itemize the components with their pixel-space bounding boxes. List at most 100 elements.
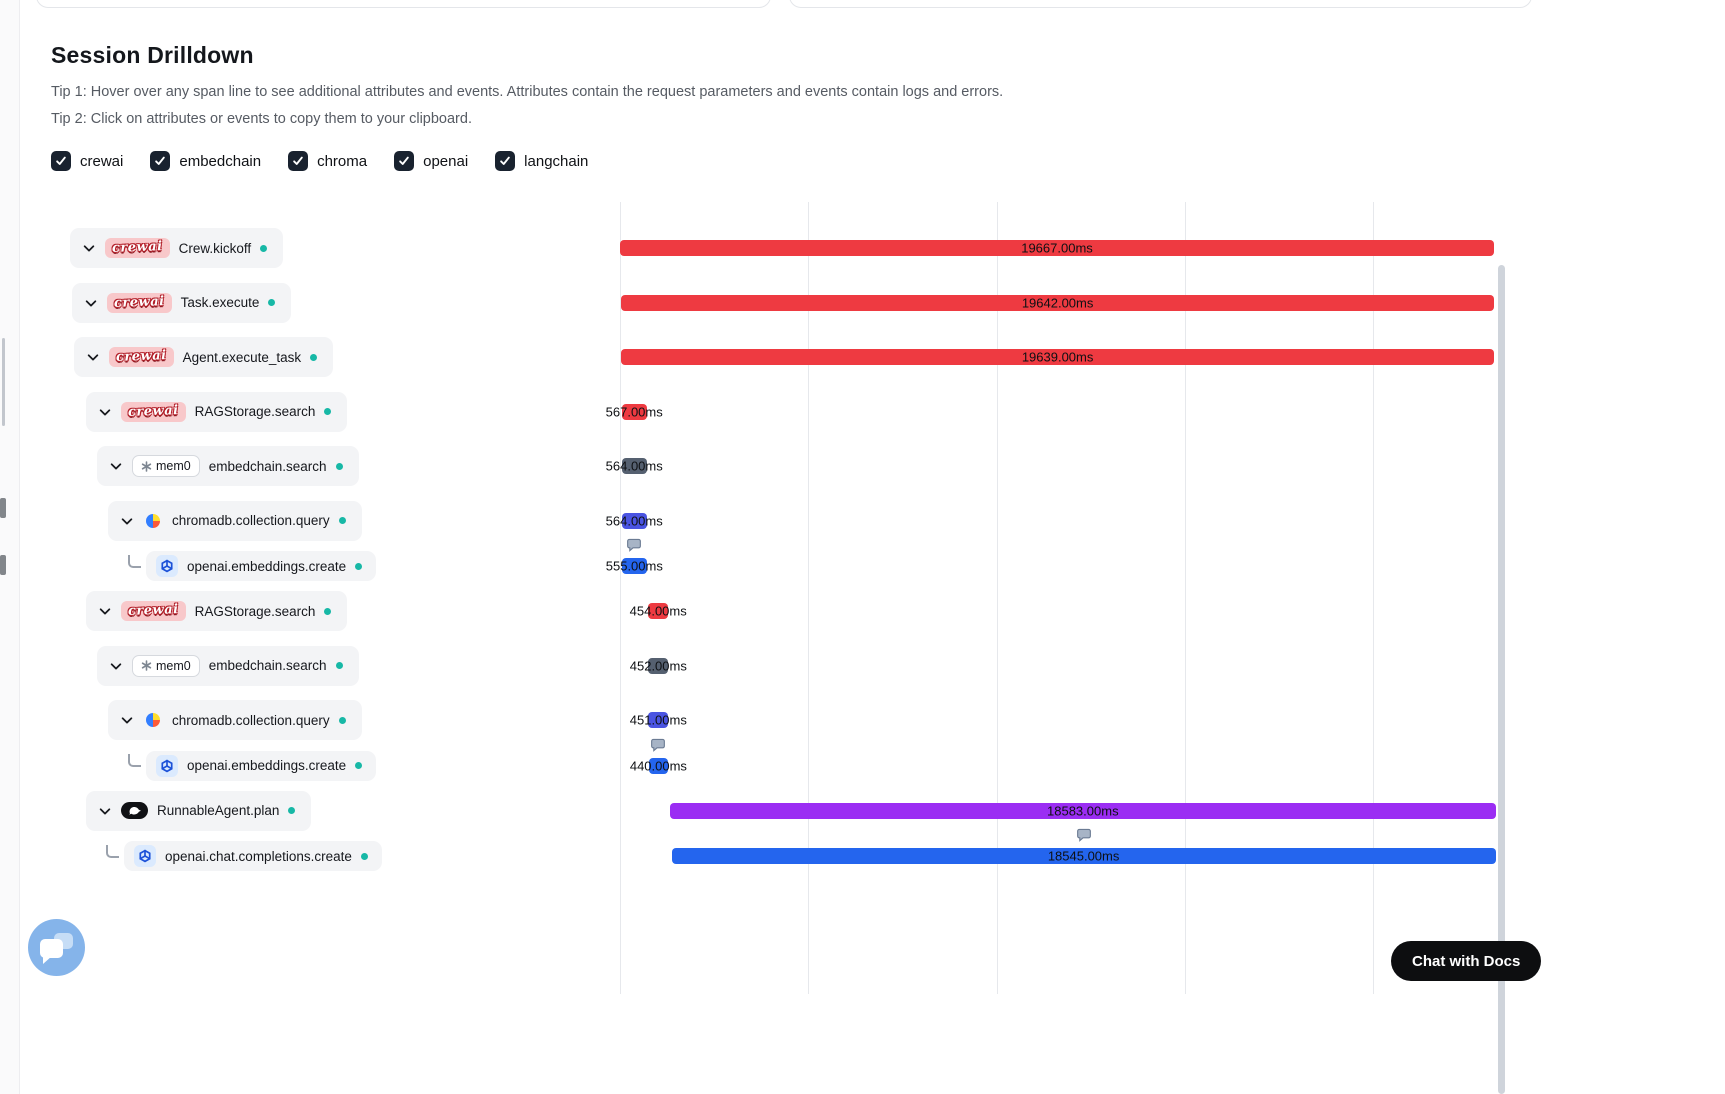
span-row: RunnableAgent.plan 18583.00ms xyxy=(0,784,1508,839)
span-duration-bar[interactable] xyxy=(648,603,669,620)
span-row: crewai Agent.execute_task 19639.00ms xyxy=(0,330,1508,385)
checkbox-icon[interactable] xyxy=(150,151,171,171)
duration-label: 564.00ms xyxy=(605,458,663,474)
duration-label: 18583.00ms xyxy=(1047,803,1119,819)
filter-openai[interactable]: openai xyxy=(394,151,468,171)
chevron-down-icon[interactable] xyxy=(109,459,123,473)
duration-label: 451.00ms xyxy=(629,712,687,728)
span-row: openai.embeddings.create 440.00ms xyxy=(0,738,1508,784)
status-dot xyxy=(355,562,363,570)
span-tree-item[interactable]: crewai Agent.execute_task xyxy=(74,337,334,378)
span-duration-bar[interactable] xyxy=(621,512,647,529)
span-name: embedchain.search xyxy=(208,458,327,474)
status-dot xyxy=(355,762,363,769)
chevron-down-icon[interactable] xyxy=(86,350,100,364)
span-duration-bar[interactable] xyxy=(621,294,1494,311)
duration-label: 440.00ms xyxy=(629,758,687,773)
span-tree-item[interactable]: mem0 embedchain.search xyxy=(97,645,359,686)
span-tree-item[interactable]: openai.chat.completions.create xyxy=(124,841,382,871)
span-duration-bar[interactable] xyxy=(669,802,1496,819)
timeline-lane: 19639.00ms xyxy=(620,330,1508,385)
span-row: crewai Task.execute 19642.00ms xyxy=(0,276,1508,331)
timeline-lane: 18545.00ms xyxy=(620,828,1508,874)
span-name: RAGStorage.search xyxy=(194,603,316,619)
span-tree-item[interactable]: mem0 embedchain.search xyxy=(97,446,359,487)
left-clipped-mark xyxy=(0,555,6,575)
span-name: RunnableAgent.plan xyxy=(157,803,280,819)
span-duration-bar[interactable] xyxy=(671,848,1496,864)
duration-label: 18545.00ms xyxy=(1047,848,1120,864)
span-tree-item[interactable]: RunnableAgent.plan xyxy=(86,790,312,831)
openai-logo-icon xyxy=(134,845,156,867)
chevron-down-icon[interactable] xyxy=(120,514,134,528)
span-tree-item[interactable]: chromadb.collection.query xyxy=(108,700,362,741)
span-tree-item[interactable]: chromadb.collection.query xyxy=(108,500,362,541)
span-duration-bar[interactable] xyxy=(621,349,1494,366)
filter-chroma[interactable]: chroma xyxy=(288,151,367,171)
checkbox-icon[interactable] xyxy=(394,151,415,171)
tree-branch-connector xyxy=(128,754,141,767)
span-tree-item[interactable]: crewai RAGStorage.search xyxy=(86,591,348,632)
timeline-lane: 555.00ms xyxy=(606,538,1508,584)
status-dot xyxy=(310,353,318,361)
checkbox-icon[interactable] xyxy=(495,151,516,171)
span-duration-bar[interactable] xyxy=(648,757,669,774)
langchain-logo-icon xyxy=(121,802,148,820)
span-tree-item[interactable]: crewai RAGStorage.search xyxy=(86,391,348,432)
event-bubble-icon[interactable] xyxy=(651,738,666,757)
event-bubble-icon[interactable] xyxy=(1076,828,1091,847)
span-tree-item[interactable]: openai.embeddings.create xyxy=(146,551,377,581)
duration-label: 452.00ms xyxy=(629,658,687,674)
chroma-logo-icon xyxy=(143,710,163,730)
checkbox-icon[interactable] xyxy=(288,151,309,171)
span-tree-item[interactable]: openai.embeddings.create xyxy=(146,750,377,781)
chevron-down-icon[interactable] xyxy=(98,405,112,419)
filter-embedchain[interactable]: embedchain xyxy=(150,151,261,171)
span-duration-bar[interactable] xyxy=(648,657,669,674)
tip-2-text: Tip 2: Click on attributes or events to … xyxy=(51,111,472,127)
crewai-logo-badge: crewai xyxy=(107,292,172,313)
chevron-down-icon[interactable] xyxy=(109,659,123,673)
span-duration-bar[interactable] xyxy=(622,558,647,574)
chevron-down-icon[interactable] xyxy=(82,241,96,255)
status-dot xyxy=(360,852,368,860)
page-title: Session Drilldown xyxy=(51,42,254,68)
span-duration-bar[interactable] xyxy=(620,240,1494,257)
gridline xyxy=(808,202,810,994)
span-name: Task.execute xyxy=(180,295,260,311)
timeline-lane: 452.00ms xyxy=(620,639,1508,694)
chevron-down-icon[interactable] xyxy=(98,604,112,618)
chat-with-docs-button[interactable]: Chat with Docs xyxy=(1391,941,1542,981)
chevron-down-icon[interactable] xyxy=(84,296,98,310)
duration-label: 19667.00ms xyxy=(1021,240,1093,256)
filter-label: openai xyxy=(423,152,469,170)
left-scrollbar-thumb[interactable] xyxy=(2,338,5,426)
span-duration-bar[interactable] xyxy=(621,458,647,475)
span-tree-item[interactable]: crewai Task.execute xyxy=(72,282,292,323)
span-duration-bar[interactable] xyxy=(648,712,669,729)
span-duration-bar[interactable] xyxy=(621,403,647,420)
chat-launcher-icon[interactable] xyxy=(28,919,85,976)
span-row: mem0 embedchain.search 564.00ms xyxy=(0,439,1508,494)
span-tree-item[interactable]: crewai Crew.kickoff xyxy=(70,228,284,269)
gridline xyxy=(1373,202,1374,994)
timeline-lane: 451.00ms xyxy=(620,693,1508,748)
status-dot xyxy=(260,244,268,252)
mem0-asterisk-icon xyxy=(141,460,152,472)
tree-branch-connector xyxy=(128,554,141,568)
top-partial-card-left xyxy=(36,0,771,8)
filter-crewai[interactable]: crewai xyxy=(51,151,123,171)
filter-langchain[interactable]: langchain xyxy=(495,151,588,171)
checkbox-icon[interactable] xyxy=(51,151,71,171)
chart-vertical-scrollbar[interactable] xyxy=(1498,265,1505,1094)
chevron-down-icon[interactable] xyxy=(98,804,112,818)
span-name: Crew.kickoff xyxy=(178,240,252,256)
openai-logo-icon xyxy=(156,754,178,777)
gridline xyxy=(620,202,621,994)
tree-branch-connector xyxy=(106,844,119,858)
chevron-down-icon[interactable] xyxy=(120,713,134,727)
span-name: embedchain.search xyxy=(208,658,327,674)
event-bubble-icon[interactable] xyxy=(627,538,642,557)
mem0-logo-text: mem0 xyxy=(156,459,191,474)
span-name: openai.chat.completions.create xyxy=(165,848,352,864)
